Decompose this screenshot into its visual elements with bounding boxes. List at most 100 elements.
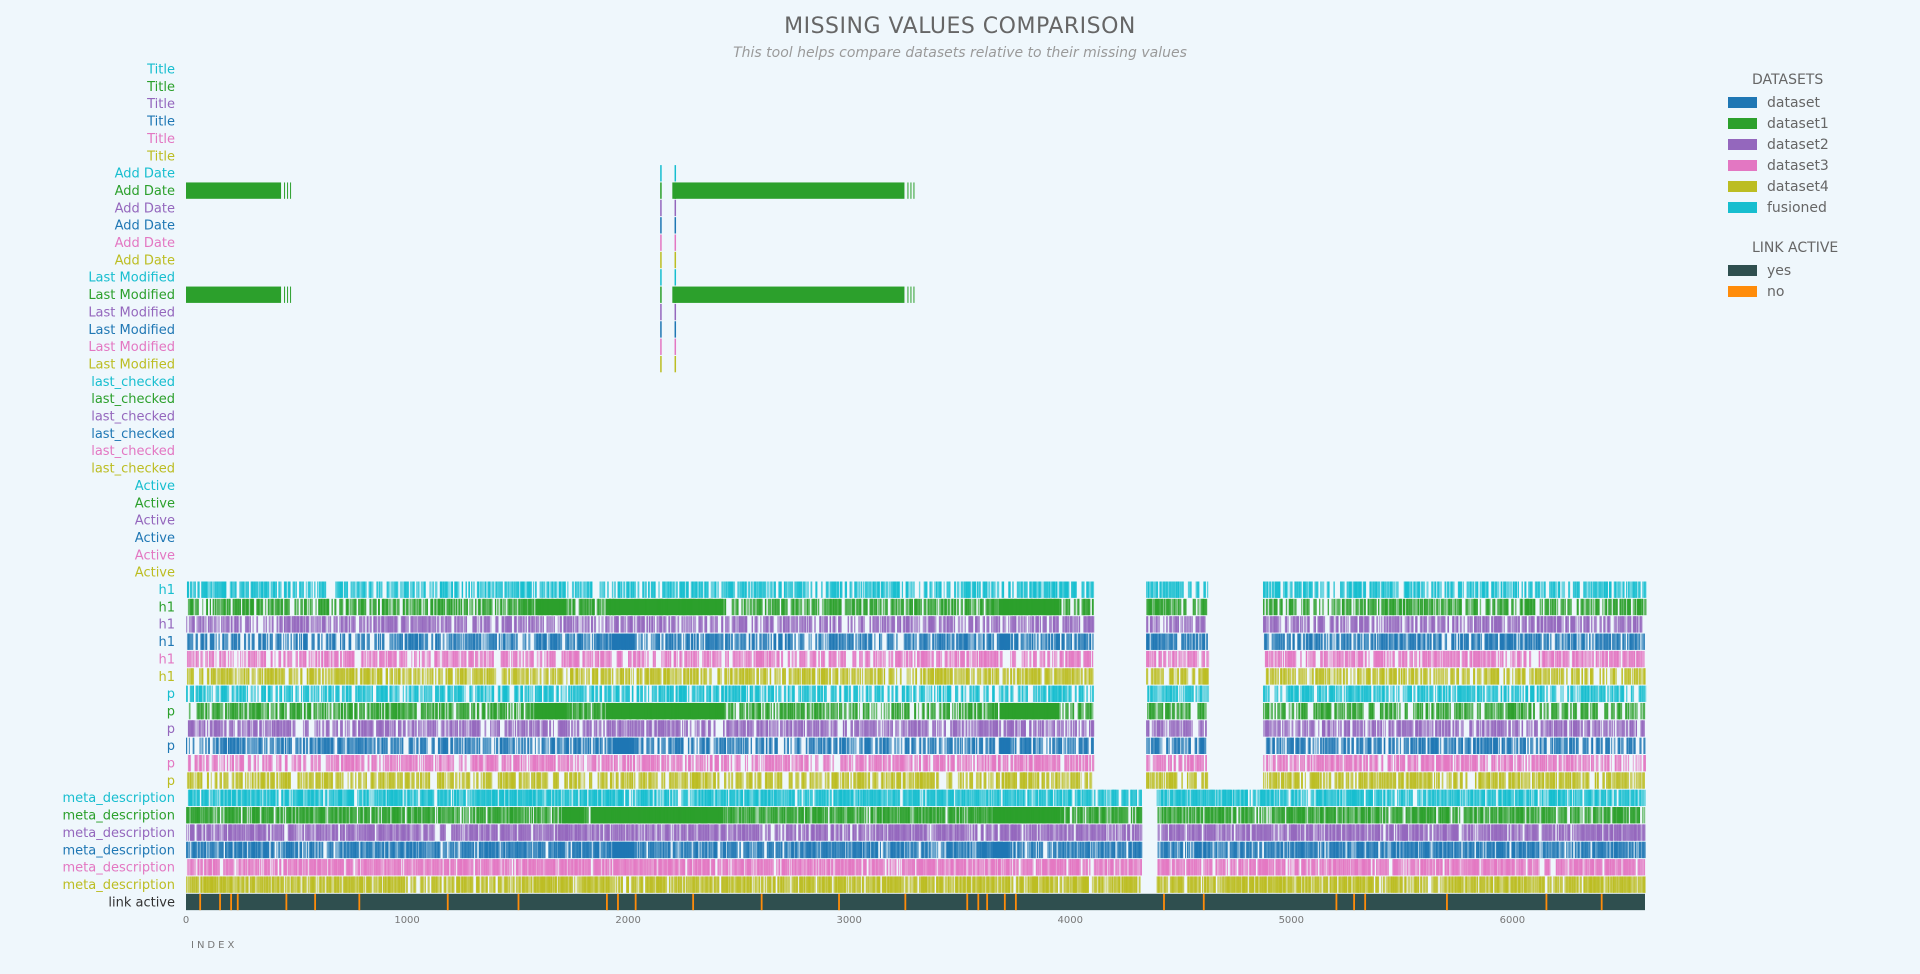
missing-mark — [1188, 633, 1191, 650]
missing-mark — [274, 650, 276, 668]
missing-mark — [1586, 633, 1588, 650]
missing-mark — [1524, 581, 1527, 598]
missing-mark — [1606, 581, 1609, 598]
missing-mark — [865, 598, 868, 616]
missing-mark — [1596, 581, 1599, 598]
missing-mark — [829, 616, 832, 633]
missing-mark — [1060, 581, 1063, 598]
missing-mark — [287, 598, 290, 616]
missing-mark — [1510, 650, 1512, 668]
missing-mark — [613, 581, 616, 598]
missing-mark — [1084, 668, 1087, 685]
missing-mark — [1206, 633, 1208, 650]
missing-mark — [1157, 668, 1160, 685]
missing-mark — [1269, 581, 1271, 598]
missing-mark — [1478, 633, 1481, 650]
missing-mark — [863, 616, 866, 633]
missing-mark — [1271, 650, 1274, 668]
missing-mark — [1581, 668, 1584, 685]
missing-mark — [804, 598, 807, 616]
missing-mark — [1089, 668, 1091, 685]
missing-mark — [1459, 616, 1462, 633]
missing-mark — [345, 685, 349, 702]
missing-mark — [602, 668, 605, 685]
missing-mark — [1575, 668, 1578, 685]
missing-mark — [346, 650, 349, 668]
missing-mark — [234, 668, 237, 685]
missing-mark — [988, 581, 991, 598]
missing-mark — [1189, 581, 1192, 598]
missing-mark — [246, 616, 250, 633]
missing-mark — [955, 668, 957, 685]
missing-mark — [1541, 616, 1543, 633]
missing-mark — [387, 581, 390, 598]
missing-mark — [1376, 616, 1378, 633]
missing-mark — [1644, 668, 1646, 685]
missing-mark — [932, 598, 934, 616]
missing-mark — [601, 616, 604, 633]
missing-mark — [1425, 668, 1427, 685]
missing-mark — [773, 598, 775, 616]
missing-mark — [960, 616, 964, 633]
missing-mark — [1367, 616, 1370, 633]
missing-mark — [1573, 633, 1576, 650]
missing-mark — [326, 650, 329, 668]
missing-mark — [561, 668, 564, 685]
missing-mark — [893, 668, 895, 685]
missing-mark — [1543, 581, 1545, 598]
missing-mark — [1636, 633, 1639, 650]
missing-mark — [627, 633, 630, 650]
missing-mark — [561, 650, 564, 668]
missing-mark — [369, 650, 371, 668]
missing-mark — [1056, 668, 1058, 685]
missing-mark — [635, 633, 637, 650]
missing-mark — [1558, 668, 1561, 685]
missing-mark — [875, 668, 877, 685]
missing-mark — [704, 668, 706, 685]
missing-mark — [1176, 581, 1179, 598]
missing-mark — [1459, 581, 1462, 598]
missing-mark — [1160, 581, 1162, 598]
missing-mark — [1364, 633, 1367, 650]
missing-mark — [617, 668, 619, 685]
missing-mark — [1288, 650, 1291, 668]
missing-mark — [1053, 633, 1057, 650]
missing-mark — [598, 633, 600, 650]
missing-mark — [775, 598, 777, 616]
missing-mark — [1024, 650, 1026, 668]
missing-mark — [899, 650, 902, 668]
missing-mark — [628, 581, 630, 598]
missing-mark — [974, 633, 977, 650]
missing-mark — [956, 598, 959, 616]
missing-mark — [368, 685, 371, 702]
missing-mark — [1169, 668, 1172, 685]
missing-mark — [284, 581, 288, 598]
missing-mark — [463, 650, 466, 668]
missing-mark — [733, 650, 735, 668]
missing-mark — [661, 650, 663, 668]
missing-mark — [1390, 616, 1392, 633]
missing-mark — [977, 616, 980, 633]
missing-mark — [1521, 581, 1523, 598]
missing-mark — [1061, 668, 1064, 685]
missing-mark — [628, 668, 630, 685]
missing-mark — [224, 581, 227, 598]
missing-mark — [1437, 650, 1441, 668]
missing-mark — [1166, 633, 1170, 650]
missing-mark — [1537, 581, 1541, 598]
missing-mark — [1505, 581, 1508, 598]
missing-mark — [253, 668, 256, 685]
missing-mark — [1350, 650, 1353, 668]
missing-mark — [1150, 616, 1154, 633]
missing-mark — [448, 581, 450, 598]
missing-mark — [634, 581, 637, 598]
missing-mark — [559, 668, 561, 685]
missing-mark — [1603, 633, 1605, 650]
missing-mark — [1481, 650, 1484, 668]
missing-mark — [896, 668, 898, 685]
missing-mark — [882, 598, 885, 616]
missing-mark — [245, 668, 248, 685]
missing-mark — [1486, 633, 1488, 650]
missing-mark — [654, 598, 657, 616]
missing-mark — [451, 581, 454, 598]
